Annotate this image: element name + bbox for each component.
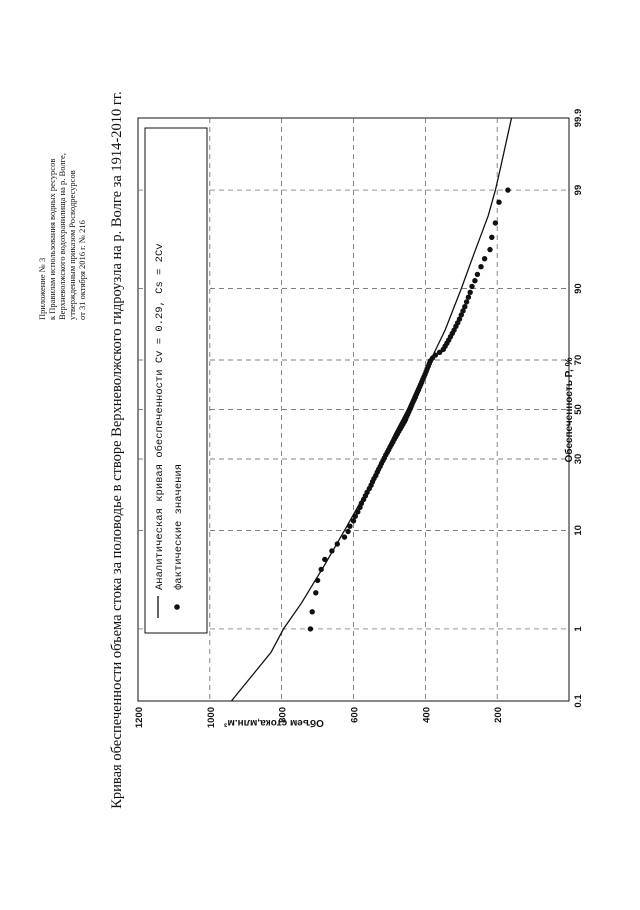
x-tick-label: 70: [573, 355, 584, 366]
data-point: [352, 513, 358, 519]
actual-points-layer: [307, 187, 511, 632]
data-point: [313, 590, 319, 596]
y-tick-labels: 200 400 600 800 1000 1200: [134, 707, 504, 728]
data-point: [487, 246, 493, 253]
y-tick-label: 1000: [206, 707, 217, 728]
appendix-note: Приложение № 3 к Правилам использования …: [37, 153, 87, 320]
data-point: [345, 528, 351, 535]
appendix-line-4: утвержденным приказом Росводресурсов: [67, 170, 77, 320]
data-point: [347, 523, 353, 529]
data-point: [492, 220, 499, 226]
y-tick-label: 400: [421, 707, 432, 723]
data-point: [456, 316, 463, 322]
data-point: [355, 509, 361, 515]
x-tick-label: 99.9: [573, 109, 584, 128]
x-tick-label: 50: [573, 404, 584, 415]
legend-point-swatch: [174, 604, 180, 610]
data-point: [334, 541, 340, 547]
x-tick-label: 90: [573, 283, 584, 294]
data-point: [489, 234, 495, 240]
data-point: [463, 299, 470, 305]
legend-label-points: фактические значения: [172, 464, 185, 590]
x-tick-label: 99: [573, 185, 584, 196]
x-tick-label: 30: [573, 454, 584, 465]
data-point: [465, 294, 472, 300]
y-tick-label: 1200: [134, 707, 145, 728]
data-point: [467, 289, 473, 295]
data-point: [314, 577, 321, 584]
data-point: [307, 626, 314, 632]
appendix-line-3: Верхневолжского водохранилища на р. Волг…: [57, 153, 67, 320]
x-tick-label: 0.1: [573, 694, 584, 708]
data-point: [318, 566, 324, 573]
data-point: [329, 548, 335, 554]
data-point: [309, 609, 315, 615]
data-point: [341, 534, 348, 540]
data-point: [460, 308, 466, 314]
y-tick-label: 600: [350, 707, 361, 723]
data-point: [481, 256, 488, 262]
legend: Аналитическая кривая обеспеченности Cv =…: [144, 127, 208, 634]
data-point: [462, 304, 468, 310]
data-point: [350, 518, 357, 524]
legend-box: [144, 127, 208, 634]
y-axis-title: Объем стока,млн.м³: [223, 717, 323, 729]
x-axis-title: Обеспеченность P, %: [563, 357, 575, 462]
x-tick-label: 10: [573, 525, 584, 536]
y-tick-label: 800: [278, 707, 289, 723]
chart-title: Кривая обеспеченности объема стока за по…: [109, 91, 125, 809]
appendix-line-2: к Правилам использования водных ресурсов: [47, 159, 57, 320]
appendix-line-1: Приложение № 3: [37, 258, 47, 320]
data-point: [432, 352, 439, 358]
data-point: [478, 264, 484, 270]
data-point: [496, 199, 502, 205]
grid-lines: [138, 118, 569, 701]
data-point: [505, 187, 511, 193]
x-tick-label: 1: [573, 626, 584, 632]
appendix-line-5: от 31 октября 2016 г. № 216: [77, 220, 87, 320]
data-point: [472, 278, 478, 284]
x-tick-labels: 0.1 1 10 30 50 70 90 99 99.9: [573, 109, 584, 708]
data-point: [322, 556, 328, 563]
data-point: [437, 349, 443, 355]
data-point: [474, 271, 481, 278]
legend-label-curve: Аналитическая кривая обеспеченности Cv =…: [153, 243, 166, 590]
chart-area: 0.1 1 10 30 50 70 90 99 99.9 200 400 600 800 1000 120…: [134, 109, 584, 729]
data-point: [469, 283, 475, 290]
y-tick-label: 200: [493, 707, 504, 723]
